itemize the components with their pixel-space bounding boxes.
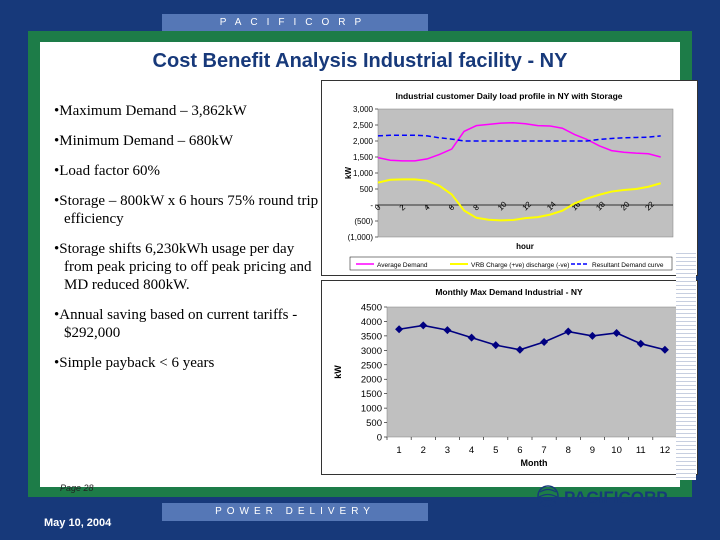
data-point-marker [636,339,645,348]
bullet-item: Annual saving based on current tariffs -… [54,306,324,342]
x-tick-label: 1 [396,445,401,456]
data-point-marker [467,333,476,342]
chart-title: Monthly Max Demand Industrial - NY [435,287,583,297]
y-tick-label: 0 [377,433,382,444]
y-tick-label: 4000 [361,317,382,328]
x-tick-label: 6 [447,203,457,213]
monthly-max-chart: Monthly Max Demand Industrial - NY 0 500 1… [321,280,698,475]
y-axis-label: kW [344,167,353,179]
date-label: May 10, 2004 [44,517,112,529]
x-tick-label: 5 [493,445,498,456]
x-tick-label: 3 [445,445,450,456]
daily-load-chart: Industrial customer Daily load profile i… [321,80,698,276]
y-tick-label: 1000 [361,404,382,415]
bullet-item: Storage – 800kW x 6 hours 75% round trip… [54,192,324,228]
monthly-max-chart-svg: Monthly Max Demand Industrial - NY 0 500 1… [333,287,678,468]
logo-wordmark: PACIFICORP [564,488,668,507]
data-point-marker [395,325,404,334]
bullet-item: Storage shifts 6,230kWh usage per day fr… [54,240,324,294]
x-tick-label: 12 [660,445,671,456]
data-point-marker [491,341,500,350]
y-tick-label: 3000 [361,346,382,357]
y-tick-label: 3500 [361,331,382,342]
x-axis-label: hour [516,242,534,251]
daily-load-chart-svg: Industrial customer Daily load profile i… [344,91,674,271]
resultant-demand-line [377,134,661,142]
x-tick-label: 2 [398,203,408,213]
legend-frame [349,256,673,271]
plot-area [386,306,678,438]
x-tick-label: 4 [469,445,474,456]
bullet-list: Maximum Demand – 3,862kW Minimum Demand … [54,102,324,384]
globe-icon [537,485,559,507]
x-axis-label: Month [521,458,548,468]
bullet-item: Load factor 60% [54,162,324,180]
y-tick-label: 3,000 [353,105,374,114]
monthly-max-line [398,324,666,351]
data-point-marker [660,345,669,354]
chart-legend: Average Demand VRB Charge (+ve) discharg… [349,256,673,271]
x-tick-label: 4 [422,203,432,213]
x-tick-label: 10 [611,445,622,456]
x-tick-label: 8 [471,203,481,213]
y-tick-label: 2500 [361,360,382,371]
page-number: Page 28 [60,483,94,493]
chart-title: Industrial customer Daily load profile i… [395,91,622,101]
x-tick-label: 2 [421,445,426,456]
bottom-band: POWER DELIVERY [162,503,428,521]
slide-title: Cost Benefit Analysis Industrial facilit… [152,50,568,72]
x-tick-label: 7 [541,445,546,456]
y-axis-label: kW [333,365,343,379]
y-tick-label: 4500 [361,303,382,314]
legend-label-resultant: Resultant Demand curve [592,262,664,269]
data-point-marker [612,329,621,337]
y-tick-label: 2,500 [353,121,374,130]
x-tick-label: 6 [517,445,522,456]
data-point-marker [588,331,597,340]
y-tick-label: 500 [360,185,374,194]
decorative-stripes [676,250,696,480]
legend-label-vrb: VRB Charge (+ve) discharge (-ve) [471,262,569,269]
y-tick-label: 500 [366,418,382,429]
data-point-marker [540,337,549,346]
data-point-marker [515,345,524,354]
y-tick-label: (500) [354,217,373,226]
slide: Cost Benefit Analysis Industrial facilit… [40,42,698,507]
x-tick-label: 8 [566,445,571,456]
data-point-marker [564,327,573,336]
x-tick-label: 9 [590,445,595,456]
data-point-marker [419,321,428,330]
y-tick-label: 1,500 [353,153,374,162]
y-tick-label: (1,000) [348,233,374,242]
y-tick-label: 1500 [361,389,382,400]
top-brand-band: PACIFICORP [162,14,428,32]
bullet-item: Minimum Demand – 680kW [54,132,324,150]
y-tick-label: 1,000 [353,169,374,178]
bullet-item: Simple payback < 6 years [54,354,324,372]
y-tick-label: 2,000 [353,137,374,146]
y-tick-label: - [370,201,373,210]
x-tick-label: 0 [373,203,383,213]
pacificorp-logo: PACIFICORP [537,485,668,507]
average-demand-line [377,122,661,162]
plot-area [377,108,674,238]
vrb-charge-line [377,178,661,222]
bullet-item: Maximum Demand – 3,862kW [54,102,324,120]
legend-label-average: Average Demand [377,262,428,269]
x-tick-label: 11 [636,445,646,456]
y-tick-label: 2000 [361,375,382,386]
